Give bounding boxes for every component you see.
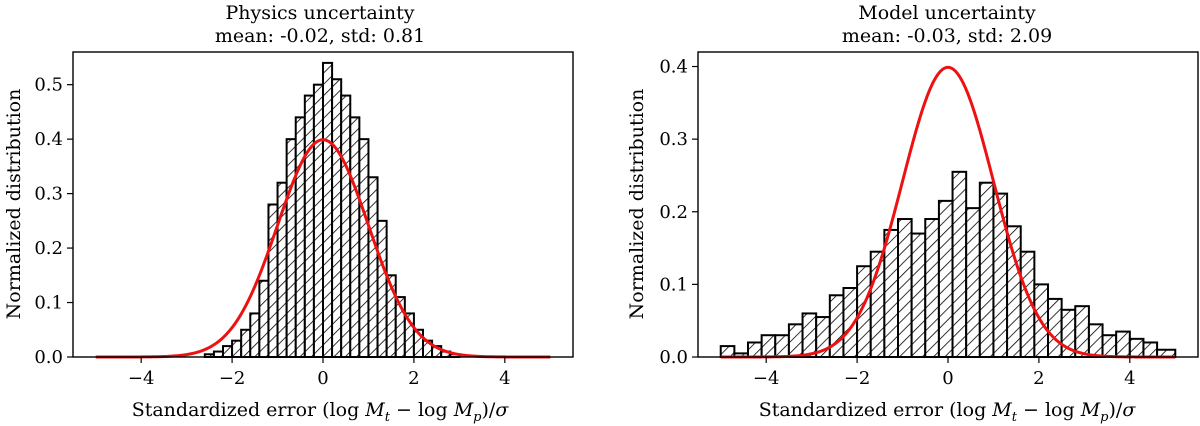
histogram-bar: [212, 350, 224, 358]
y-ticks: 0.0 0.1 0.2 0.3 0.4: [659, 57, 698, 368]
histogram-bar: [978, 181, 995, 358]
y-tick-label: 0.1: [34, 293, 63, 314]
histogram-bar: [1101, 334, 1118, 359]
y-tick-label: 0.4: [34, 129, 63, 150]
histogram-bar: [249, 312, 261, 358]
y-tick-label: 0.5: [34, 75, 63, 96]
y-tick-label: 0.2: [659, 202, 688, 223]
histogram-bar: [1087, 323, 1104, 359]
x-axis-label: Standardized error (log Mt − log Mp)/σ: [759, 399, 1137, 425]
chart-subtitle: mean: -0.02, std: 0.81: [215, 25, 425, 47]
histogram-bar: [787, 323, 804, 359]
y-axis-label: Normalized distribution: [3, 89, 25, 320]
x-tick-label: 4: [499, 368, 510, 389]
x-tick-label: −4: [753, 368, 780, 389]
normal-curve: [95, 138, 551, 359]
x-ticks: −4 −2 0 2 4: [128, 357, 511, 389]
histogram-bar: [294, 116, 306, 358]
histogram-bar: [719, 345, 736, 359]
histogram-bar: [747, 341, 763, 359]
plot-layer: [95, 61, 551, 359]
histogram-bar: [285, 138, 297, 358]
histogram-bar: [240, 328, 252, 358]
histogram-bar: [1006, 225, 1022, 358]
y-ticks: 0.0 0.1 0.2 0.3 0.4 0.5: [34, 75, 73, 368]
x-axis-label: Standardized error (log Mt − log Mp)/σ: [132, 399, 510, 425]
histogram-bar: [1128, 337, 1145, 359]
histogram-bar: [331, 78, 343, 358]
chart-title: Model uncertainty: [858, 2, 1036, 24]
x-tick-label: 0: [942, 368, 953, 389]
histogram-bar: [992, 192, 1009, 358]
plot-layer: [719, 65, 1177, 359]
histogram-bar: [883, 228, 900, 359]
y-tick-label: 0.3: [34, 184, 63, 205]
x-tick-label: −2: [844, 368, 871, 389]
chart-title: Physics uncertainty: [225, 2, 414, 24]
histogram-bar: [951, 170, 968, 358]
histogram-bar: [258, 279, 270, 358]
histogram-bar: [312, 83, 324, 359]
physics-uncertainty-panel: Physics uncertainty mean: -0.02, std: 0.…: [3, 2, 574, 425]
y-tick-label: 0.0: [34, 347, 63, 368]
model-uncertainty-panel: Model uncertainty mean: -0.03, std: 2.09…: [626, 2, 1199, 425]
histogram-bar: [349, 116, 361, 358]
x-tick-label: −4: [128, 368, 155, 389]
histogram-bar: [340, 94, 352, 358]
histogram-bar: [231, 339, 243, 358]
histogram-bar: [303, 94, 315, 358]
histogram-bar: [376, 219, 388, 358]
y-tick-label: 0.2: [34, 238, 63, 259]
histogram-bar: [1115, 330, 1131, 359]
y-tick-label: 0.1: [659, 274, 688, 295]
x-tick-label: −2: [219, 368, 246, 389]
histogram-bar: [801, 312, 818, 358]
y-axis-label: Normalized distribution: [626, 89, 648, 320]
x-tick-label: 2: [408, 368, 419, 389]
histogram-bar: [897, 218, 913, 358]
x-ticks: −4 −2 0 2 4: [753, 357, 1136, 389]
histogram-bar: [1142, 341, 1159, 359]
histogram-bar: [367, 176, 379, 358]
histogram-bar: [1074, 305, 1090, 358]
x-tick-label: 4: [1124, 368, 1135, 389]
histogram-bar: [965, 207, 981, 358]
chart-subtitle: mean: -0.03, std: 2.09: [842, 25, 1052, 47]
y-tick-label: 0.0: [659, 347, 688, 368]
histogram-bar: [828, 294, 845, 358]
histogram-bar: [358, 138, 370, 358]
histogram-bar: [937, 199, 954, 358]
histogram-bar: [910, 232, 927, 358]
histogram-bar: [760, 334, 777, 359]
histogram-bar: [774, 334, 790, 359]
histogram-bar: [1047, 297, 1063, 358]
y-tick-label: 0.3: [659, 129, 688, 150]
y-tick-label: 0.4: [659, 57, 688, 78]
normal-curve: [720, 65, 1176, 359]
histogram-bar: [322, 61, 334, 359]
x-tick-label: 0: [317, 368, 328, 389]
histogram-bar: [222, 345, 234, 359]
histogram-bar: [924, 218, 940, 358]
x-tick-label: 2: [1033, 368, 1044, 389]
